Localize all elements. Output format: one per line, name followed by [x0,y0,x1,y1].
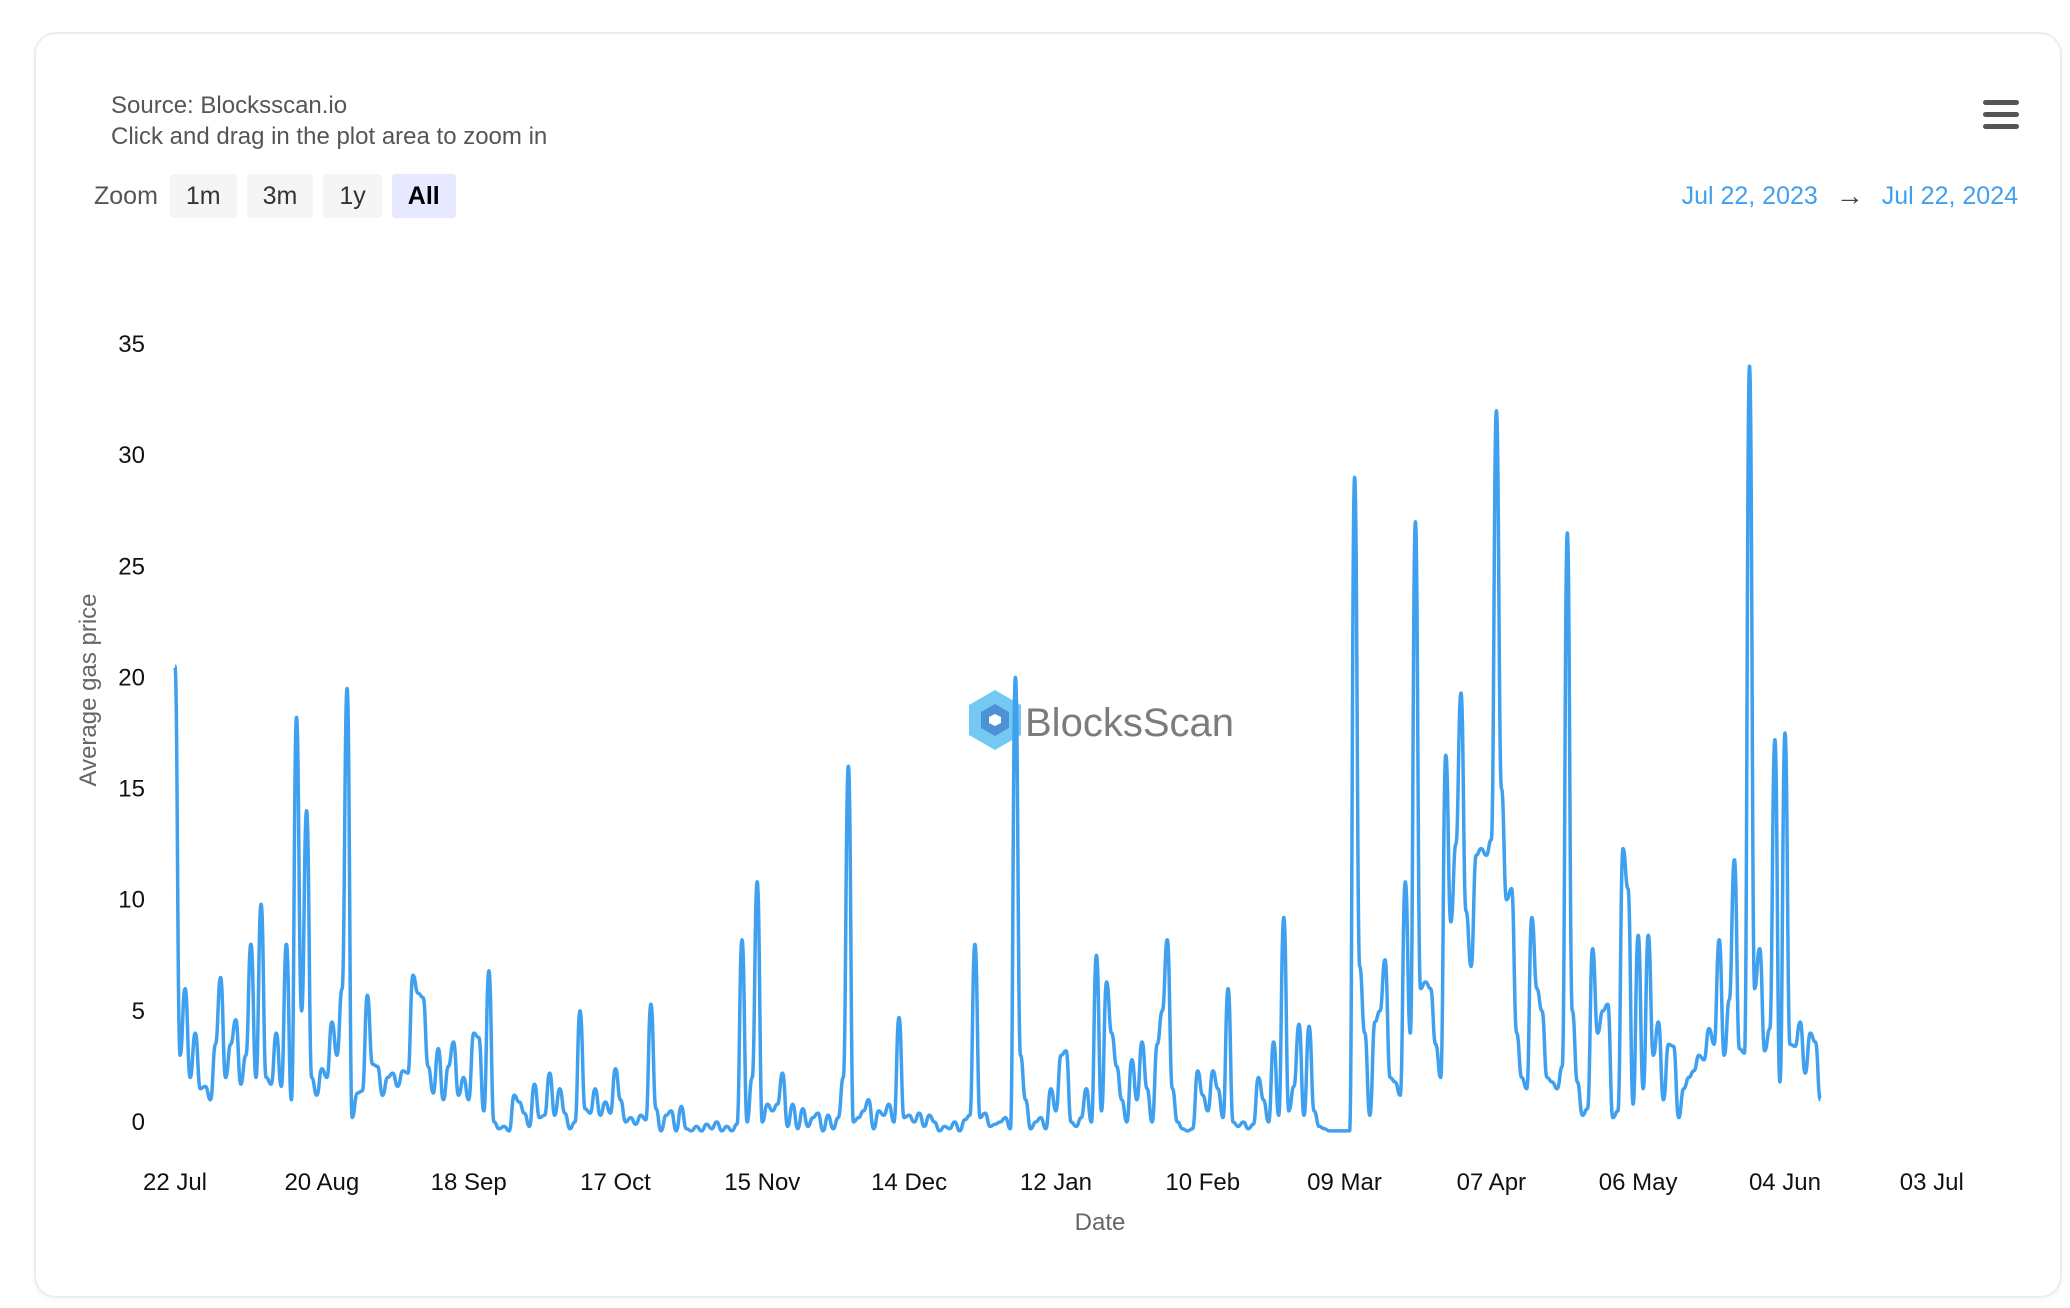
zoom-selector: Zoom 1m 3m 1y All [94,174,466,218]
x-tick-label: 17 Oct [580,1169,651,1196]
y-tick-label: 10 [118,887,145,914]
y-tick-label: 35 [118,331,145,358]
x-tick-label: 04 Jun [1749,1169,1821,1196]
zoom-all-button[interactable]: All [391,174,456,218]
y-tick-label: 5 [132,998,145,1025]
blocksscan-logo-icon [969,690,1021,750]
y-tick-label: 15 [118,776,145,803]
x-tick-label: 22 Jul [143,1169,207,1196]
x-axis-ticks: 22 Jul 20 Aug 18 Sep 17 Oct 15 Nov 14 Dec 12 J… [143,1169,1964,1196]
zoom-3m-button[interactable]: 3m [246,174,314,218]
source-text: Source: Blocksscan.io [111,92,348,119]
x-tick-label: 12 Jan [1020,1169,1092,1196]
x-axis-title: Date [1075,1209,1126,1236]
date-range: Jul 22, 2023 → Jul 22, 2024 [1682,180,2018,212]
series-group [173,364,1823,1133]
x-tick-label: 15 Nov [724,1169,800,1196]
y-tick-label: 30 [118,442,145,469]
y-tick-label: 0 [132,1109,145,1136]
x-tick-label: 09 Mar [1307,1169,1382,1196]
y-axis-title: Average gas price [75,593,102,786]
hamburger-menu-icon[interactable] [1983,100,2019,130]
range-from-date[interactable]: Jul 22, 2023 [1681,181,1818,210]
x-tick-label: 18 Sep [431,1169,507,1196]
zoom-label: Zoom [94,181,158,210]
y-tick-label: 25 [118,553,145,580]
x-tick-label: 07 Apr [1457,1169,1526,1196]
zoom-1y-button[interactable]: 1y [323,174,382,218]
x-tick-label: 06 May [1599,1169,1678,1196]
range-to-date[interactable]: Jul 22, 2024 [1881,181,2018,210]
range-arrow-icon: → [1835,180,1864,211]
x-tick-label: 10 Feb [1165,1169,1240,1196]
x-tick-label: 03 Jul [1900,1169,1964,1196]
x-tick-label: 20 Aug [284,1169,359,1196]
y-tick-label: 20 [118,664,145,691]
watermark-text: BlocksScan [1025,701,1234,745]
x-tick-label: 14 Dec [871,1169,947,1196]
watermark: BlocksScan [969,690,1234,750]
chart-card [34,32,2062,1298]
y-axis-ticks: 0 5 10 15 20 25 30 35 [118,331,145,1136]
series-line[interactable] [173,364,1823,1133]
zoom-hint-text: Click and drag in the plot area to zoom … [111,123,548,150]
zoom-1m-button[interactable]: 1m [169,174,237,218]
chart-caption: Source: Blocksscan.io Click and drag in … [111,90,547,152]
